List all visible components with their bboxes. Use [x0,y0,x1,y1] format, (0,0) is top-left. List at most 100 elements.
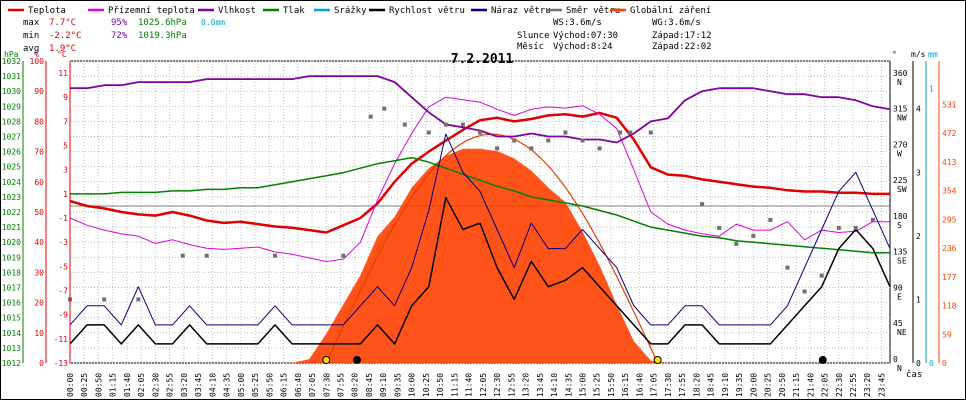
x-tick-label: 16:40 [635,373,644,397]
x-tick-label: 18:20 [692,373,701,397]
y-tick-label-humidity: 50 [34,208,44,217]
series-globalni-zareni [292,148,668,363]
x-tick-label: 03:45 [194,373,203,397]
y-tick-label-radiation: 59 [942,330,952,339]
x-tick-label: 12:05 [479,373,488,397]
y-axis-unit-temperature: °C [57,50,67,59]
x-tick-label: 20:50 [778,373,787,397]
x-tick-label: 12:30 [493,373,502,397]
y-tick-label-humidity: 100 [30,57,45,66]
y-tick-label-pressure: 1013 [2,344,21,353]
x-tick-label: 01:40 [123,373,132,397]
y-tick-label-radiation: 413 [942,158,957,167]
y-tick-label-radiation: 118 [942,302,957,311]
moonset-marker [818,356,827,364]
axes: 00:00 00:25 00:50 01:15 01:40 02:05 02:30 02:55… [2,50,957,397]
wind-direction-point [870,217,875,222]
wind-direction-point [648,130,653,135]
y-tick-label-wind-compass: NW [897,114,907,123]
y-tick-label-rain: 1 [929,84,934,93]
y-tick-label-pressure: 1016 [2,299,21,308]
wind-direction-point [717,225,722,230]
wind-direction-point [443,122,448,127]
series-přízemní-teplota [69,96,890,262]
y-tick-label-wind-dir: 90 [893,283,903,292]
x-tick-label: 17:30 [664,373,673,397]
x-axis-label: čas [906,369,922,380]
x-tick-label: 06:40 [294,373,303,397]
x-tick-label: 19:35 [735,373,744,397]
sunrise-info: Východ:07:30 [553,31,618,41]
x-tick-label: 05:50 [265,373,274,397]
wind-direction-point [180,253,185,258]
wind-direction-point [819,273,824,278]
y-tick-label-pressure: 1023 [2,193,21,202]
stat-min-press: 1019.3hPa [138,31,187,41]
y-tick-label-pressure: 1030 [2,87,21,96]
wind-direction-point [785,265,790,270]
x-tick-label: 20:00 [749,373,758,397]
y-tick-label-wind-compass: N [897,364,902,373]
wind-direction-point [700,202,705,207]
y-tick-label-pressure: 1028 [2,117,21,126]
x-tick-label: 10:00 [408,373,417,397]
wind-direction-point [382,106,387,111]
moonset-info: Západ:22:02 [652,42,712,52]
y-tick-label-wind-compass: SE [897,257,907,266]
wind-speed-info: WS:3.6m/s [553,18,602,28]
x-tick-label: 01:15 [109,373,118,397]
y-tick-label-temperature: -13 [54,359,69,368]
wind-direction-point [136,297,141,302]
x-tick-label: 13:45 [536,373,545,397]
y-tick-label-wind-compass: W [897,149,902,158]
x-tick-label: 08:45 [365,373,374,397]
x-tick-label: 15:00 [579,373,588,397]
x-tick-label: 09:35 [393,373,402,397]
x-tick-label: 03:20 [180,373,189,397]
x-tick-label: 04:10 [208,373,217,397]
x-tick-label: 02:05 [137,373,146,397]
x-tick-label: 21:40 [806,373,815,397]
x-tick-label: 00:25 [80,373,89,397]
y-tick-label-temperature: -3 [58,238,68,247]
y-tick-label-pressure: 1032 [2,57,21,66]
x-tick-label: 16:15 [621,373,630,397]
y-tick-label-wind-dir: 135 [893,248,908,257]
y-tick-label-radiation: 531 [942,100,957,109]
wind-direction-point [546,138,551,143]
x-tick-label: 04:35 [223,373,232,397]
y-tick-label-wind-speed: 2 [916,232,921,241]
chart-title: 7.2.2011 [451,52,514,67]
wind-direction-point [529,146,534,151]
wind-direction-points [68,106,875,302]
series-teplota [69,111,890,234]
sunrise-marker [322,356,331,364]
stat-min-hum: 72% [111,31,128,41]
series-tlak [70,156,890,254]
y-tick-label-pressure: 1012 [2,359,21,368]
x-tick-label: 11:15 [450,373,459,397]
y-tick-label-pressure: 1018 [2,268,21,277]
x-tick-label: 00:50 [94,373,103,397]
x-tick-label: 22:05 [821,373,830,397]
wind-direction-point [204,253,209,258]
y-axis-unit-rain: mm [928,50,938,59]
y-tick-label-pressure: 1014 [2,329,21,338]
y-tick-label-wind-speed: 0 [916,359,921,368]
y-tick-label-radiation: 354 [942,187,957,196]
y-tick-label-temperature: 11 [58,69,68,78]
x-tick-label: 06:15 [280,373,289,397]
y-tick-label-pressure: 1024 [2,178,21,187]
moon-label: Měsíc [517,42,544,52]
y-tick-label-humidity: 80 [34,117,44,126]
wind-direction-point [402,122,407,127]
x-tick-label: 05:25 [251,373,260,397]
x-tick-label: 08:20 [351,373,360,397]
y-axis-unit-pressure: hPa [4,50,19,59]
y-tick-label-pressure: 1015 [2,314,21,323]
y-tick-label-humidity: 70 [34,148,44,157]
y-tick-label-temperature: -1 [58,214,68,223]
y-tick-label-wind-dir: 315 [893,105,908,114]
legend-label: Směr větru [566,6,620,16]
